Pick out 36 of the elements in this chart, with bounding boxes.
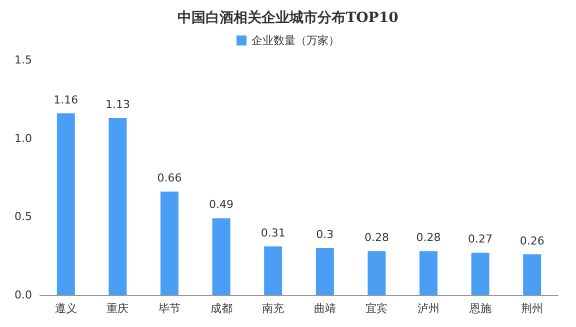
x-tick-label: 恩施: [468, 302, 492, 315]
x-tick-label: 成都: [210, 302, 232, 315]
bar: [471, 252, 490, 295]
data-label: 0.28: [416, 231, 441, 244]
data-label: 0.3: [316, 228, 334, 241]
x-tick-label: 荆州: [521, 302, 544, 315]
x-tick-label: 宜宾: [366, 302, 388, 315]
bar: [523, 254, 542, 295]
bar: [160, 192, 178, 295]
x-tick-label: 重庆: [106, 302, 129, 315]
bar: [420, 251, 438, 295]
data-label: 0.66: [157, 172, 182, 185]
data-label: 0.26: [520, 234, 544, 248]
legend-label: 企业数量（万家）: [252, 34, 340, 47]
y-tick-label: 1.0: [14, 132, 32, 145]
bar: [264, 246, 282, 295]
y-tick-label: 0.5: [14, 210, 32, 224]
data-label: 0.28: [364, 231, 389, 244]
bar: [212, 218, 230, 295]
y-tick-label: 0.0: [14, 288, 32, 302]
y-tick-label: 1.5: [14, 54, 32, 66]
bar: [108, 118, 127, 295]
x-tick-label: 遵义: [54, 302, 77, 315]
x-tick-label: 南充: [262, 302, 284, 315]
data-label: 0.49: [209, 198, 234, 212]
x-tick-label: 曲靖: [314, 302, 336, 315]
bar: [316, 248, 334, 295]
data-label: 0.31: [260, 226, 286, 240]
bar: [368, 251, 386, 295]
data-label: 1.13: [105, 98, 130, 111]
x-tick-label: 泸州: [418, 302, 440, 315]
x-tick-label: 毕节: [158, 302, 180, 315]
chart-title: 中国白酒相关企业城市分布TOP10: [178, 9, 399, 26]
bar: [56, 113, 75, 295]
data-label: 1.16: [54, 93, 78, 106]
data-label: 0.27: [468, 232, 493, 246]
